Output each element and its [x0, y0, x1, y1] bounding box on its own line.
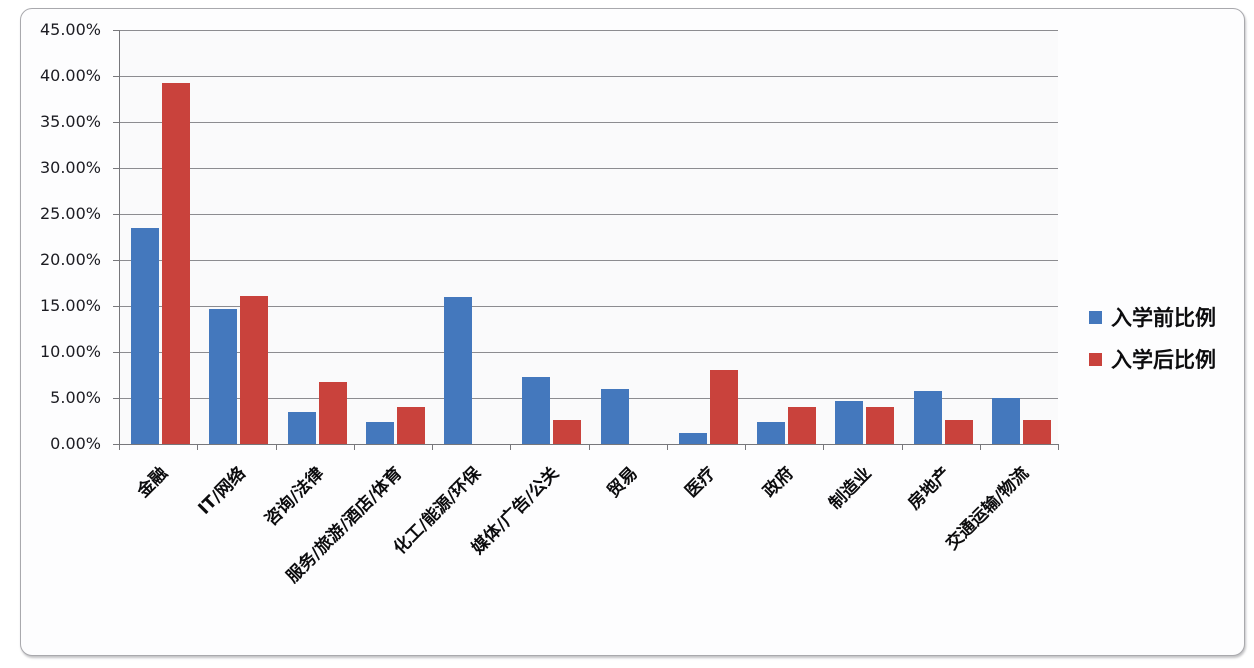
legend-item: 入学前比例 — [1089, 302, 1216, 332]
x-tick-label: IT/网络 — [194, 463, 251, 519]
bar-series2 — [788, 407, 816, 444]
x-tick-label: 贸易 — [603, 463, 642, 502]
y-axis-line — [119, 30, 120, 445]
bar-group — [197, 30, 275, 444]
y-axis-tick — [113, 122, 119, 123]
x-tick-label: 金融 — [133, 463, 172, 502]
legend-item: 入学后比例 — [1089, 344, 1216, 374]
bar-group — [667, 30, 745, 444]
y-tick-label: 10.00% — [39, 342, 101, 361]
legend-swatch — [1089, 352, 1102, 366]
bar-group — [510, 30, 588, 444]
gridline — [119, 122, 1058, 123]
chart-frame: 45.00% 40.00% 35.00% 30.00% 25.00% 20.00% 15.0… — [20, 8, 1245, 656]
x-axis-tick — [119, 444, 120, 450]
bar-group — [745, 30, 823, 444]
legend-swatch — [1089, 310, 1102, 324]
y-axis-tick — [113, 306, 119, 307]
bar-series1 — [678, 432, 707, 444]
x-tick-label: 医疗 — [681, 463, 720, 502]
y-axis-tick — [113, 30, 119, 31]
bar-series1 — [287, 411, 316, 444]
bar-series2 — [1022, 420, 1051, 444]
x-tick-label: 制造业 — [825, 463, 877, 514]
x-axis-tick — [901, 444, 903, 450]
bar-series2 — [318, 382, 347, 444]
bar-series1 — [522, 376, 551, 444]
x-tick-label: 政府 — [759, 463, 798, 502]
y-axis-tick — [113, 352, 119, 353]
y-tick-label: 40.00% — [39, 66, 101, 85]
x-tick-label: 咨询/法律 — [261, 463, 329, 531]
bar-series1 — [444, 296, 472, 444]
gridline — [119, 76, 1058, 77]
y-tick-label: 30.00% — [39, 158, 101, 177]
x-tick-label: 房地产 — [904, 463, 955, 514]
x-tick-label: 交通运输/物流 — [941, 463, 1033, 555]
bar-series1 — [365, 421, 394, 444]
bar-group — [980, 30, 1058, 444]
bar-series2 — [240, 295, 269, 444]
bar-group — [589, 30, 667, 444]
x-axis-tick — [275, 444, 277, 450]
y-axis-tick — [113, 260, 119, 261]
bar-series1 — [991, 398, 1020, 444]
bar-series2 — [396, 407, 425, 444]
x-axis-tick — [745, 444, 746, 450]
bar-series1 — [600, 388, 629, 444]
bar-group — [119, 30, 197, 444]
bar-group — [902, 30, 980, 444]
bar-group — [276, 30, 354, 444]
bar-series1 — [209, 308, 238, 444]
x-axis-tick — [666, 444, 668, 450]
y-tick-label: 35.00% — [39, 112, 101, 131]
gridline — [119, 168, 1058, 169]
x-axis-tick — [979, 444, 981, 450]
x-axis-tick — [432, 444, 433, 450]
bar-series2 — [866, 407, 895, 444]
y-tick-label: 5.00% — [50, 388, 101, 407]
bar-series1 — [131, 227, 159, 444]
x-axis-tick — [353, 444, 355, 450]
y-tick-label: 0.00% — [50, 434, 101, 453]
gridline — [119, 214, 1058, 215]
y-axis-tick — [113, 398, 119, 399]
gridline — [119, 260, 1058, 261]
y-axis-tick — [113, 444, 119, 445]
y-tick-label: 20.00% — [39, 250, 101, 269]
y-axis-tick — [113, 168, 119, 169]
bar-series2 — [709, 370, 738, 444]
gridline — [119, 352, 1058, 353]
x-axis-tick — [823, 444, 825, 450]
x-axis-tick — [1058, 444, 1059, 450]
bar-series2 — [162, 83, 190, 444]
y-tick-label: 25.00% — [39, 204, 101, 223]
bar-series1 — [757, 421, 785, 444]
bar-series2 — [553, 420, 582, 444]
bar-series2 — [944, 420, 973, 444]
bar-series1 — [835, 400, 864, 444]
plot-area — [119, 30, 1058, 444]
bar-series1 — [913, 390, 942, 444]
x-axis-tick — [510, 444, 512, 450]
legend-label: 入学前比例 — [1111, 306, 1216, 330]
y-tick-label: 15.00% — [39, 296, 101, 315]
bar-group — [354, 30, 432, 444]
bar-group — [432, 30, 510, 444]
legend-label: 入学后比例 — [1111, 348, 1216, 372]
x-axis-tick — [197, 444, 199, 450]
gridline — [119, 398, 1058, 399]
x-axis-tick — [588, 444, 590, 450]
y-axis-tick — [113, 76, 119, 77]
bar-group — [823, 30, 901, 444]
y-tick-label: 45.00% — [39, 20, 101, 39]
y-axis-tick — [113, 214, 119, 215]
legend: 入学前比例入学后比例 — [1089, 302, 1216, 374]
gridline — [119, 30, 1058, 31]
gridline — [119, 306, 1058, 307]
